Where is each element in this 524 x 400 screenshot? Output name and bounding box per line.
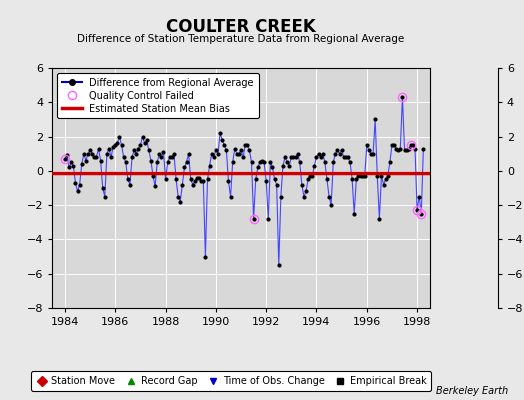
Text: Difference of Station Temperature Data from Regional Average: Difference of Station Temperature Data f… bbox=[78, 34, 405, 44]
Legend: Station Move, Record Gap, Time of Obs. Change, Empirical Break: Station Move, Record Gap, Time of Obs. C… bbox=[31, 372, 431, 391]
Text: Berkeley Earth: Berkeley Earth bbox=[436, 386, 508, 396]
Text: COULTER CREEK: COULTER CREEK bbox=[166, 18, 316, 36]
Legend: Difference from Regional Average, Quality Control Failed, Estimated Station Mean: Difference from Regional Average, Qualit… bbox=[57, 73, 259, 118]
